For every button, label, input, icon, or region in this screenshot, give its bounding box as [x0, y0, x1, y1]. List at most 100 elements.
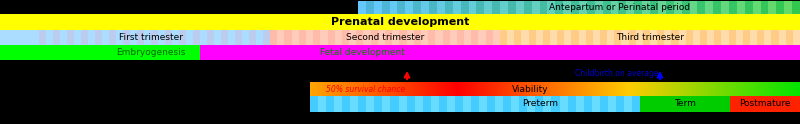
Bar: [32, 30, 39, 45]
Bar: [496, 82, 497, 96]
Bar: [421, 30, 428, 45]
Bar: [673, 82, 674, 96]
Bar: [524, 82, 525, 96]
Bar: [737, 1, 745, 14]
Bar: [616, 96, 624, 112]
Bar: [598, 82, 599, 96]
Bar: [478, 82, 479, 96]
Bar: [172, 30, 179, 45]
Bar: [438, 96, 447, 112]
Bar: [798, 82, 799, 96]
Bar: [576, 82, 577, 96]
Bar: [338, 82, 339, 96]
Bar: [725, 82, 726, 96]
Bar: [605, 82, 606, 96]
Bar: [342, 82, 343, 96]
Bar: [353, 82, 354, 96]
Bar: [498, 82, 499, 96]
Bar: [356, 30, 363, 45]
Bar: [483, 82, 484, 96]
Bar: [743, 82, 744, 96]
Bar: [355, 82, 356, 96]
Bar: [326, 82, 327, 96]
Bar: [102, 30, 109, 45]
Bar: [586, 30, 593, 45]
Bar: [641, 82, 642, 96]
Bar: [693, 30, 700, 45]
Bar: [536, 82, 537, 96]
Bar: [776, 82, 777, 96]
Bar: [775, 82, 776, 96]
Bar: [610, 1, 618, 14]
Bar: [623, 82, 624, 96]
Bar: [513, 82, 514, 96]
Bar: [484, 1, 492, 14]
Bar: [718, 82, 719, 96]
Bar: [757, 30, 764, 45]
Bar: [792, 82, 793, 96]
Bar: [318, 82, 319, 96]
Bar: [646, 82, 647, 96]
Bar: [657, 82, 658, 96]
Bar: [474, 82, 475, 96]
Bar: [327, 82, 328, 96]
Bar: [590, 82, 591, 96]
Bar: [784, 82, 785, 96]
Bar: [256, 30, 263, 45]
Bar: [606, 82, 607, 96]
Bar: [316, 82, 317, 96]
Bar: [375, 82, 376, 96]
Bar: [733, 82, 734, 96]
Bar: [543, 30, 550, 45]
Bar: [640, 96, 730, 112]
Bar: [455, 96, 463, 112]
Bar: [482, 82, 483, 96]
Bar: [443, 82, 444, 96]
Bar: [636, 82, 637, 96]
Bar: [636, 30, 643, 45]
Bar: [457, 30, 464, 45]
Bar: [665, 82, 666, 96]
Bar: [574, 82, 575, 96]
Bar: [621, 82, 622, 96]
Bar: [361, 82, 362, 96]
Bar: [493, 30, 500, 45]
Bar: [366, 1, 374, 14]
Bar: [721, 1, 729, 14]
Bar: [609, 82, 610, 96]
Bar: [492, 82, 493, 96]
Bar: [604, 82, 605, 96]
Bar: [727, 82, 728, 96]
Bar: [782, 82, 783, 96]
Bar: [547, 1, 555, 14]
Bar: [739, 82, 740, 96]
Bar: [675, 82, 676, 96]
Bar: [158, 30, 165, 45]
Bar: [463, 82, 464, 96]
Bar: [758, 82, 759, 96]
Bar: [298, 30, 306, 45]
Bar: [629, 30, 636, 45]
Bar: [771, 82, 772, 96]
Bar: [726, 82, 727, 96]
Bar: [311, 82, 312, 96]
Bar: [607, 30, 614, 45]
Bar: [575, 82, 576, 96]
Bar: [779, 82, 780, 96]
Bar: [610, 82, 611, 96]
Bar: [533, 82, 534, 96]
Bar: [358, 82, 359, 96]
Bar: [689, 82, 690, 96]
Bar: [508, 82, 509, 96]
Bar: [765, 82, 766, 96]
Bar: [437, 82, 438, 96]
Bar: [319, 82, 320, 96]
Bar: [0, 96, 310, 112]
Bar: [743, 30, 750, 45]
Bar: [430, 82, 431, 96]
Bar: [536, 30, 543, 45]
Bar: [617, 82, 618, 96]
Bar: [459, 82, 460, 96]
Bar: [584, 82, 585, 96]
Bar: [434, 82, 435, 96]
